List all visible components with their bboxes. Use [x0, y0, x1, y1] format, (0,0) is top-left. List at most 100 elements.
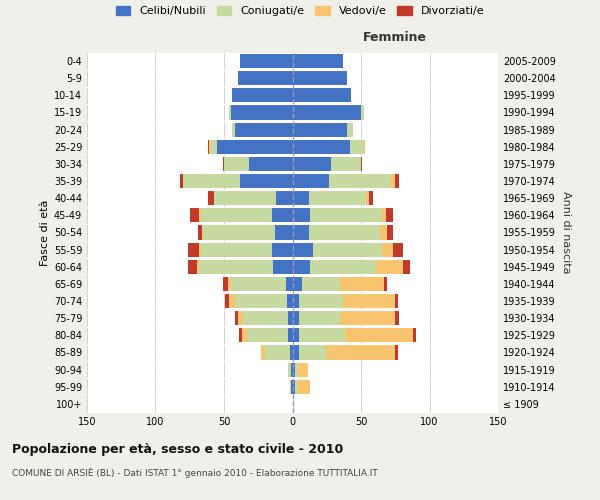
Bar: [391, 174, 395, 188]
Bar: [392, 242, 403, 256]
Bar: [290, 346, 293, 360]
Bar: [242, 328, 247, 342]
Bar: [293, 311, 299, 325]
Bar: [208, 140, 209, 154]
Bar: [293, 157, 331, 171]
Bar: [261, 346, 265, 360]
Bar: [310, 208, 382, 222]
Bar: [293, 88, 352, 102]
Bar: [291, 380, 293, 394]
Bar: [291, 362, 293, 376]
Bar: [275, 226, 293, 239]
Bar: [313, 242, 382, 256]
Bar: [293, 174, 329, 188]
Bar: [209, 140, 211, 154]
Bar: [340, 277, 384, 291]
Bar: [190, 208, 199, 222]
Text: Popolazione per età, sesso e stato civile - 2010: Popolazione per età, sesso e stato civil…: [12, 442, 343, 456]
Bar: [309, 226, 380, 239]
Bar: [286, 277, 293, 291]
Bar: [309, 191, 367, 205]
Bar: [180, 174, 183, 188]
Bar: [361, 106, 364, 120]
Bar: [226, 294, 229, 308]
Bar: [299, 328, 344, 342]
Bar: [295, 380, 298, 394]
Bar: [241, 174, 293, 188]
Bar: [327, 346, 395, 360]
Bar: [364, 140, 365, 154]
Bar: [293, 294, 299, 308]
Bar: [347, 122, 353, 136]
Bar: [183, 174, 241, 188]
Bar: [299, 311, 340, 325]
Bar: [201, 208, 272, 222]
Bar: [289, 362, 291, 376]
Bar: [231, 277, 286, 291]
Bar: [382, 242, 392, 256]
Bar: [340, 311, 395, 325]
Bar: [293, 140, 350, 154]
Bar: [293, 71, 347, 85]
Bar: [211, 140, 217, 154]
Bar: [232, 122, 235, 136]
Bar: [293, 380, 295, 394]
Bar: [224, 157, 248, 171]
Bar: [217, 140, 293, 154]
Bar: [376, 260, 403, 274]
Bar: [361, 157, 362, 171]
Bar: [395, 346, 398, 360]
Bar: [395, 311, 400, 325]
Bar: [382, 208, 386, 222]
Y-axis label: Anni di nascita: Anni di nascita: [561, 191, 571, 274]
Bar: [197, 260, 199, 274]
Bar: [214, 191, 276, 205]
Bar: [274, 260, 293, 274]
Bar: [367, 191, 369, 205]
Bar: [386, 208, 392, 222]
Bar: [290, 380, 291, 394]
Bar: [295, 362, 298, 376]
Bar: [276, 191, 293, 205]
Bar: [331, 157, 361, 171]
Text: Femmine: Femmine: [363, 30, 427, 44]
Bar: [289, 311, 293, 325]
Y-axis label: Fasce di età: Fasce di età: [40, 200, 50, 266]
Bar: [293, 260, 310, 274]
Bar: [235, 311, 238, 325]
Bar: [343, 294, 395, 308]
Bar: [293, 346, 299, 360]
Bar: [238, 71, 293, 85]
Bar: [229, 106, 231, 120]
Bar: [302, 277, 340, 291]
Bar: [299, 346, 327, 360]
Bar: [293, 191, 309, 205]
Bar: [395, 294, 398, 308]
Bar: [293, 54, 343, 68]
Bar: [293, 106, 361, 120]
Bar: [289, 328, 293, 342]
Bar: [350, 140, 364, 154]
Bar: [293, 226, 309, 239]
Bar: [188, 260, 197, 274]
Bar: [272, 208, 293, 222]
Bar: [247, 328, 289, 342]
Bar: [203, 226, 275, 239]
Bar: [293, 208, 310, 222]
Bar: [201, 242, 272, 256]
Bar: [293, 397, 294, 411]
Bar: [298, 362, 308, 376]
Bar: [387, 226, 392, 239]
Bar: [413, 328, 416, 342]
Bar: [228, 277, 231, 291]
Legend: Celibi/Nubili, Coniugati/e, Vedovi/e, Divorziati/e: Celibi/Nubili, Coniugati/e, Vedovi/e, Di…: [116, 6, 484, 16]
Bar: [287, 294, 293, 308]
Bar: [199, 208, 201, 222]
Bar: [241, 54, 293, 68]
Bar: [384, 277, 387, 291]
Bar: [293, 277, 302, 291]
Bar: [380, 226, 387, 239]
Bar: [293, 242, 313, 256]
Bar: [208, 191, 214, 205]
Bar: [298, 380, 310, 394]
